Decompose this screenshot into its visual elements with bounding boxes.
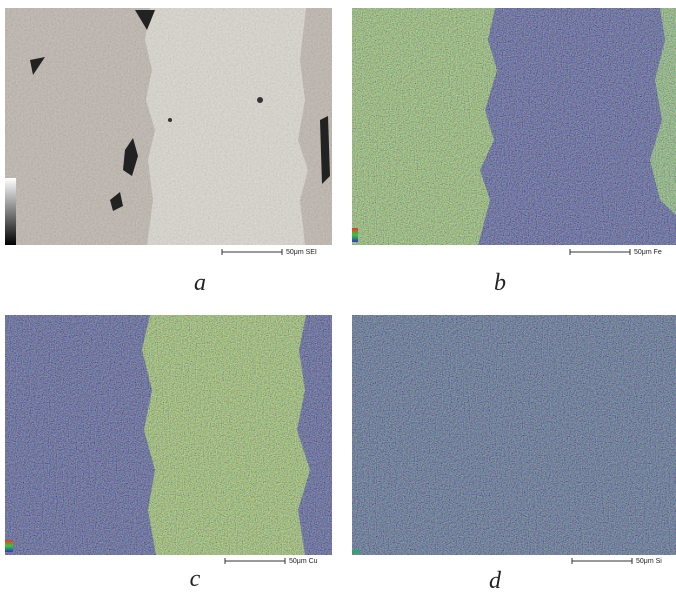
panel-b-image [352, 8, 676, 245]
panel-label: d [489, 568, 502, 594]
scale-text: 50μm Cu [289, 558, 318, 565]
scale-text: 50μm Fe [634, 249, 662, 256]
panel-label: c [190, 566, 201, 592]
scale-bar-c: 50μm Cu [225, 558, 318, 565]
panel-d-image [352, 315, 676, 555]
scale-bar-b: 50μm Fe [570, 249, 662, 256]
scale-bar-d: 50μm Si [572, 558, 662, 565]
panel-label: a [194, 270, 206, 296]
panel-a-image [5, 8, 332, 245]
panel-label: b [494, 270, 506, 296]
panel-c-image [5, 315, 332, 555]
scale-text: 50μm Si [636, 558, 662, 565]
scale-bar-a: 50μm SEI [222, 249, 317, 256]
figure: 50μm SEI 50μm Fe 50μm Cu 50μm Si a b c d [0, 0, 676, 594]
scale-text: 50μm SEI [286, 249, 317, 256]
